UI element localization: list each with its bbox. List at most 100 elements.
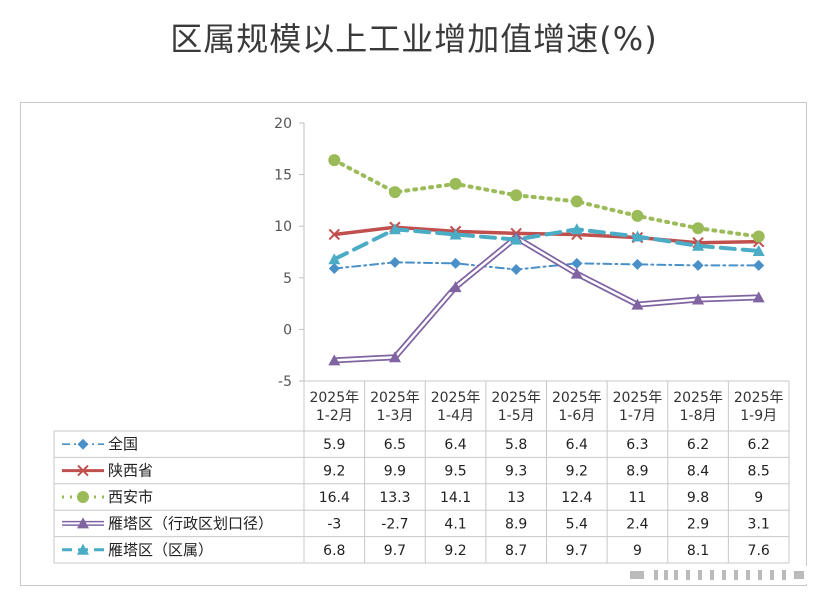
- series-1-legend-marker: [77, 464, 89, 477]
- series-3-value-label: 2.4: [626, 516, 648, 532]
- chart-svg: -5 0 5 10 15 20 2025年 1-2月 2025年 1-3月 2025年 1-4月 20…: [53, 116, 790, 564]
- series-0-point: [389, 256, 401, 268]
- series-3-point: [449, 281, 462, 293]
- series-0-point: [510, 264, 522, 276]
- series-3-value-label: -3: [327, 516, 341, 532]
- y-tick-label: -5: [278, 374, 292, 390]
- series-4-point: [510, 233, 523, 245]
- series-4-point: [752, 244, 765, 256]
- series-1-value-label: 9.9: [384, 464, 406, 480]
- chart-frame: -5 0 5 10 15 20 2025年 1-2月 2025年 1-3月 2025年 1-4月 20…: [20, 102, 807, 586]
- series-4-point: [388, 223, 401, 235]
- series-1-value-label: 8.9: [626, 464, 648, 480]
- series-2-legend-marker: [77, 491, 89, 503]
- series-0-value-label: 6.3: [626, 437, 648, 453]
- series-0-legend-label: 全国: [108, 435, 138, 453]
- series-1-legend-label: 陕西省: [108, 462, 153, 480]
- series-0-value-label: 6.2: [687, 437, 709, 453]
- series-0-point: [692, 259, 704, 271]
- series-4-legend-marker: [77, 543, 89, 555]
- series-4-point: [692, 239, 705, 251]
- series-2-value-label: 9.8: [687, 490, 709, 506]
- series-1-value-label: 8.5: [748, 464, 770, 480]
- series-3-value-label: 2.9: [687, 516, 709, 532]
- series-2-point: [449, 177, 462, 190]
- series-4-value-label: 9.7: [384, 543, 406, 559]
- series-2-value-label: 13: [507, 490, 525, 506]
- series-2-line: [332, 158, 761, 239]
- series-4-point: [328, 253, 341, 265]
- series-3-point: [388, 351, 401, 363]
- series-0-point: [753, 259, 765, 271]
- x-category-label: 2025年 1-3月: [370, 390, 420, 424]
- series-4-value-label: 9: [633, 543, 642, 559]
- series-4-value-label: 9.2: [444, 543, 466, 559]
- x-category-label: 2025年 1-9月: [734, 390, 784, 424]
- series-1-value-label: 8.4: [687, 464, 709, 480]
- series-1-value-label: 9.5: [444, 464, 466, 480]
- series-2-value-label: 9: [754, 490, 763, 506]
- x-category-label: 2025年 1-7月: [613, 390, 663, 424]
- series-1-value-label: 9.2: [566, 464, 588, 480]
- series-2-value-label: 14.1: [440, 490, 471, 506]
- series-0-value-label: 6.5: [384, 437, 406, 453]
- y-tick-label: 15: [274, 168, 292, 184]
- series-4-point: [631, 230, 644, 242]
- y-tick-label: 5: [283, 271, 292, 287]
- series-3-value-label: 3.1: [748, 516, 770, 532]
- y-tick-label: 0: [283, 322, 292, 338]
- series-2-value-label: 13.3: [379, 490, 410, 506]
- y-tick-label: 20: [274, 116, 292, 132]
- series-0-point: [571, 257, 583, 269]
- watermark-icon: [624, 566, 810, 584]
- series-3-value-label: -2.7: [381, 516, 408, 532]
- series-3-point: [631, 298, 644, 310]
- series-1-value-label: 9.3: [505, 464, 527, 480]
- series-3-point: [328, 354, 341, 366]
- series-4-value-label: 8.7: [505, 543, 527, 559]
- series-3-point: [570, 267, 583, 279]
- series-2-point: [752, 230, 765, 243]
- series-0-legend-marker: [77, 438, 89, 450]
- series-4-point: [449, 228, 462, 240]
- series-3-value-label: 5.4: [566, 516, 588, 532]
- series-2-point: [570, 195, 583, 208]
- series-2-point: [692, 222, 705, 235]
- series-0-point: [450, 257, 462, 269]
- series-4-legend-label: 雁塔区（区属）: [108, 541, 213, 559]
- series-1-value-label: 9.2: [323, 464, 345, 480]
- series-4-value-label: 8.1: [687, 543, 709, 559]
- series-3-value-label: 4.1: [444, 516, 466, 532]
- series-2-value-label: 12.4: [561, 490, 592, 506]
- series-0-point: [328, 263, 340, 275]
- series-0-value-label: 5.8: [505, 437, 527, 453]
- series-0-value-label: 6.4: [566, 437, 588, 453]
- series-2-value-label: 16.4: [319, 490, 350, 506]
- series-3-legend-label: 雁塔区（行政区划口径）: [108, 514, 273, 532]
- series-0-value-label: 5.9: [323, 437, 345, 453]
- chart-title: 区属规模以上工业增加值增速(%): [170, 20, 658, 58]
- series-4-value-label: 6.8: [323, 543, 345, 559]
- y-tick-label: 10: [274, 219, 292, 235]
- series-3-point: [692, 293, 705, 305]
- series-0-point: [631, 258, 643, 270]
- series-0-value-label: 6.4: [444, 437, 466, 453]
- x-category-label: 2025年 1-8月: [673, 390, 723, 424]
- series-0-value-label: 6.2: [748, 437, 770, 453]
- series-4-value-label: 7.6: [748, 543, 770, 559]
- series-1-legend-marker-stroke: [77, 464, 89, 477]
- series-2-point: [510, 189, 523, 202]
- x-category-label: 2025年 1-2月: [309, 390, 359, 424]
- series-3-point: [752, 291, 765, 303]
- x-category-label: 2025年 1-4月: [431, 390, 481, 424]
- series-1-point: [328, 228, 341, 241]
- series-1-point-stroke: [328, 228, 341, 241]
- series-3-value-label: 8.9: [505, 516, 527, 532]
- series-0-line: [333, 261, 760, 271]
- series-4-value-label: 9.7: [566, 543, 588, 559]
- series-4-line: [332, 227, 761, 262]
- series-2-point: [631, 209, 644, 222]
- series-2-point: [388, 186, 401, 199]
- series-3-legend-marker: [77, 517, 89, 529]
- series-3-line-inner: [334, 236, 759, 362]
